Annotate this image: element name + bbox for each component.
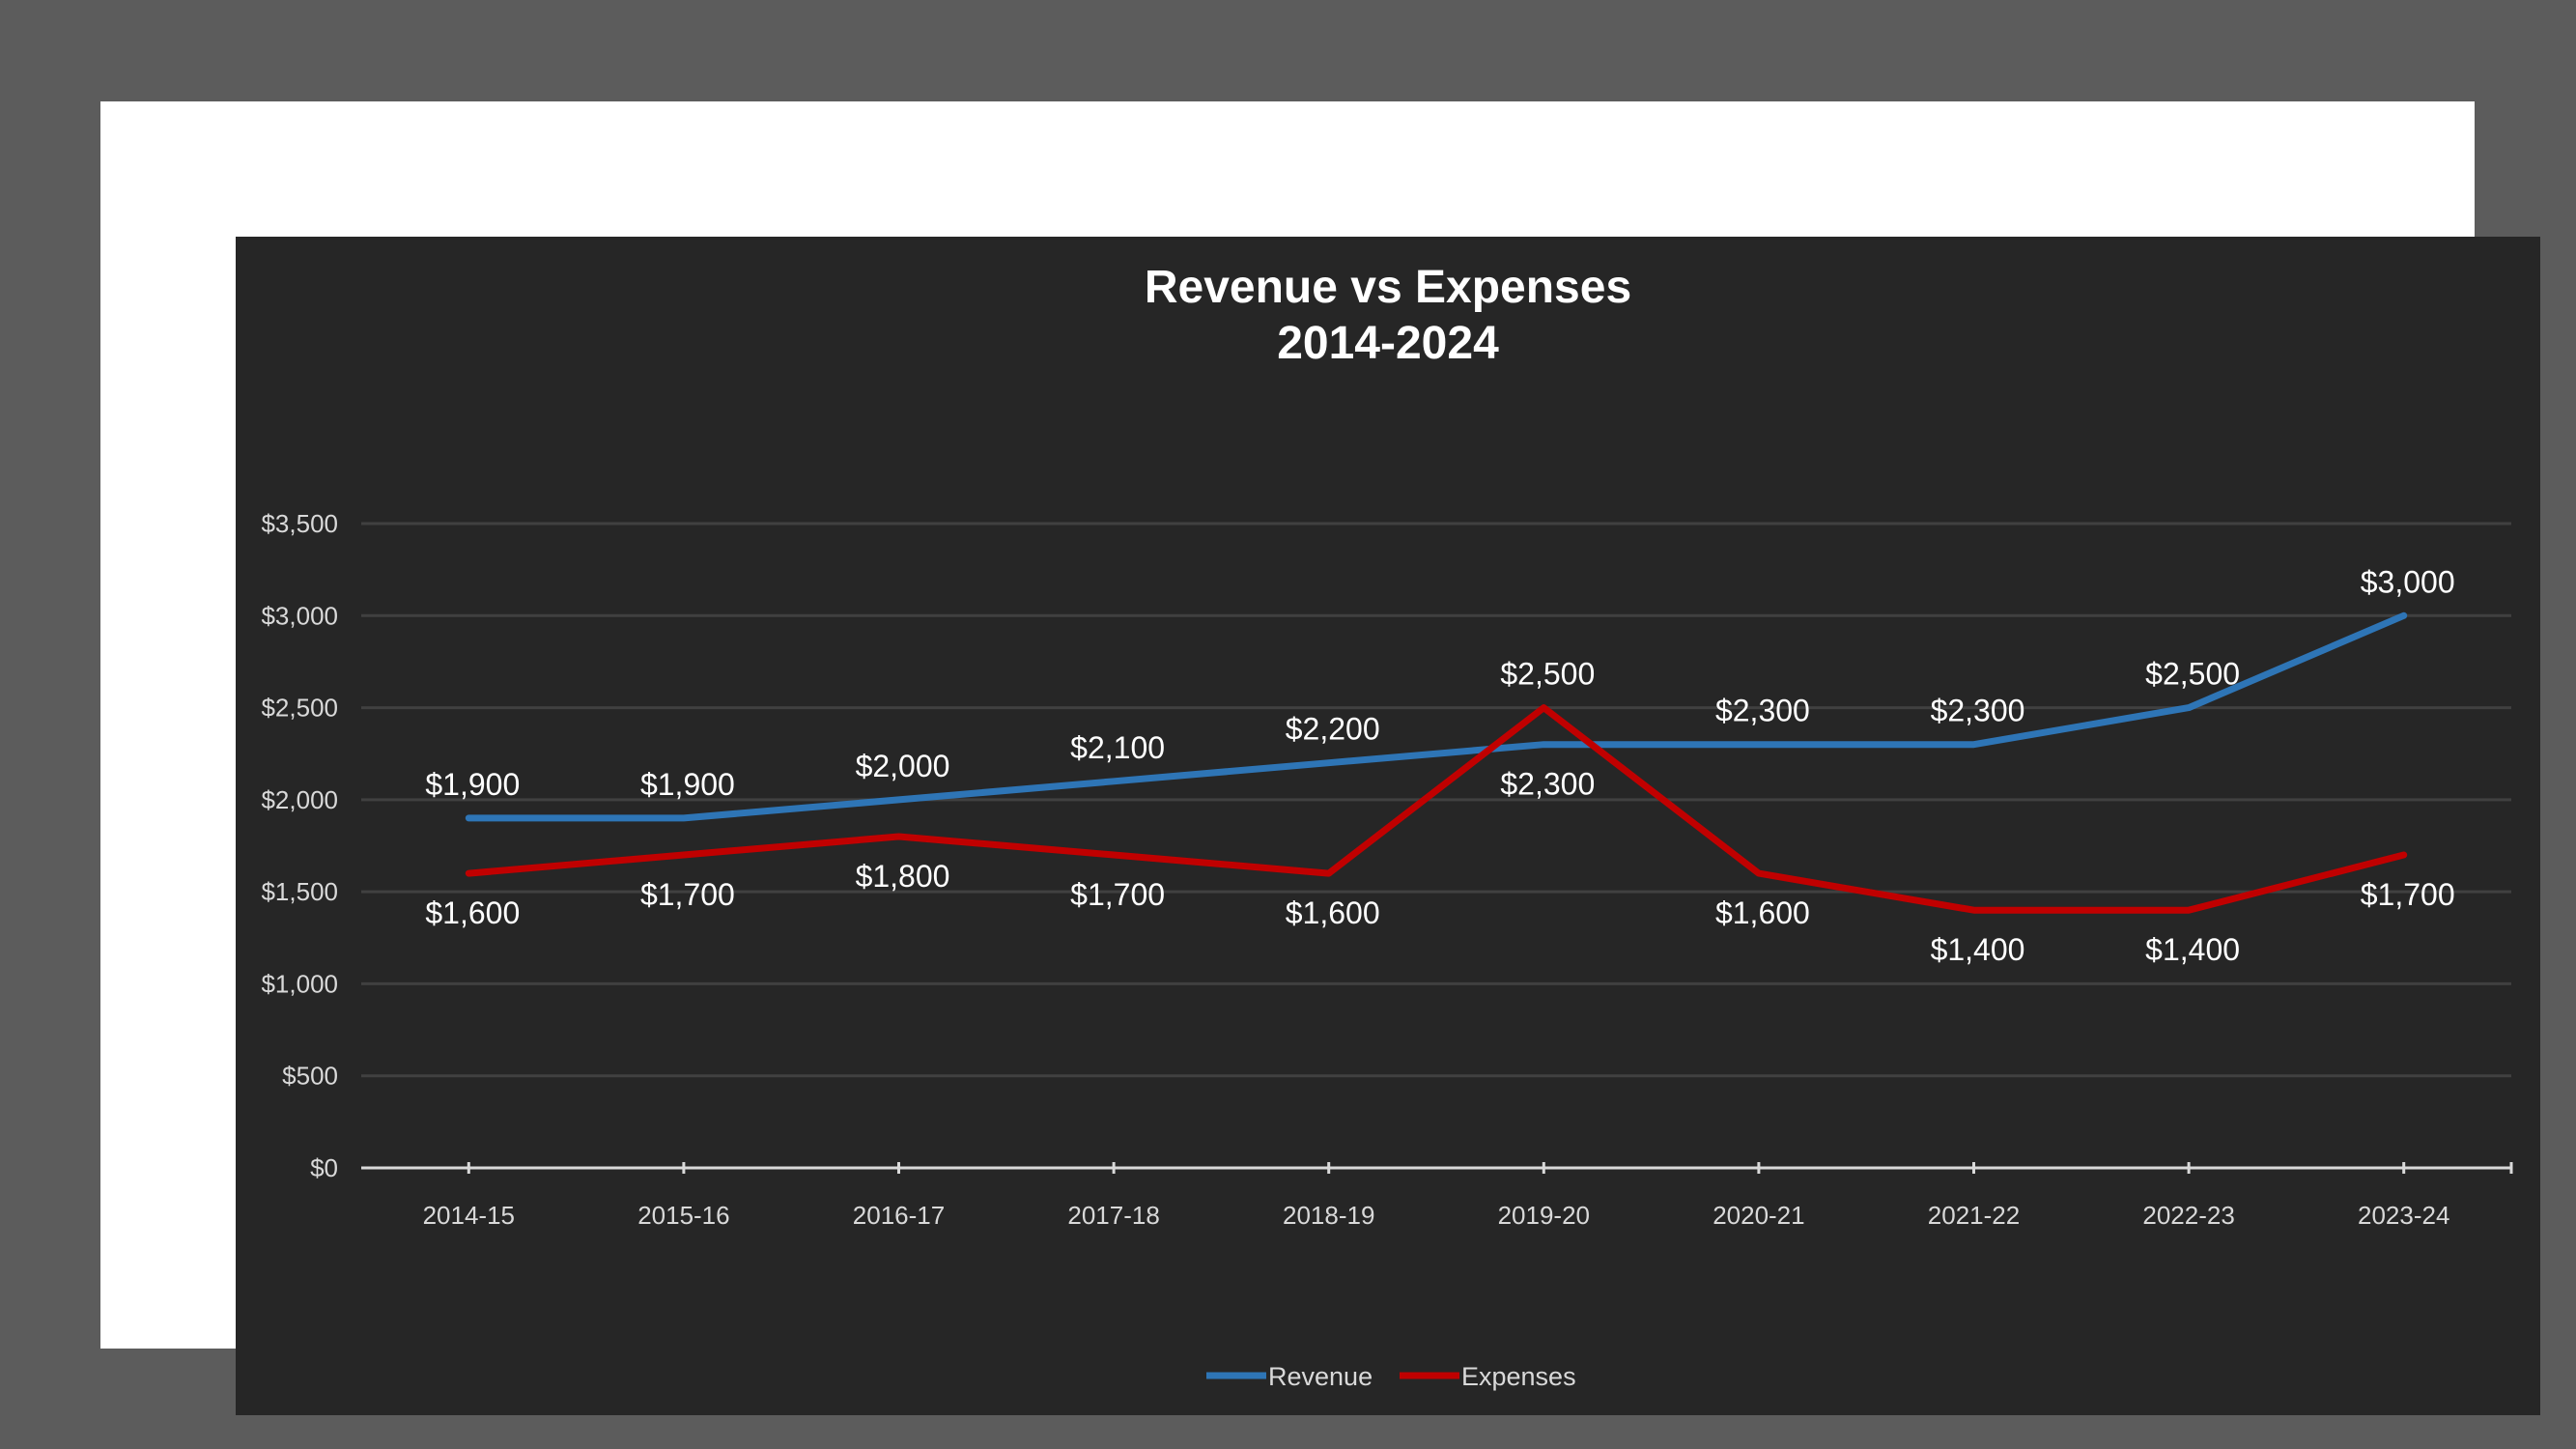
- data-labels: $1,900 $1,900 $2,000 $2,100 $2,200 $2,300 $2,3…: [425, 564, 2454, 967]
- data-label: $2,500: [2145, 657, 2240, 692]
- x-tick-label: 2023-24: [2358, 1201, 2449, 1230]
- y-tick-label: $1,000: [261, 969, 338, 998]
- data-label: $1,700: [2361, 877, 2455, 912]
- y-tick-label: $1,500: [261, 877, 338, 906]
- legend: Revenue Expenses: [1206, 1362, 1576, 1391]
- data-label: $2,000: [856, 749, 950, 783]
- series-lines: [465, 611, 2408, 914]
- data-label: $1,400: [1931, 932, 2025, 967]
- y-axis-tick-labels: $0 $500 $1,000 $1,500 $2,000 $2,500 $3,000 $3,5…: [261, 509, 338, 1182]
- x-tick-label: 2022-23: [2142, 1201, 2234, 1230]
- data-label: $2,100: [1070, 730, 1165, 765]
- y-tick-label: $3,000: [261, 601, 338, 630]
- data-label: $2,300: [1500, 767, 1595, 802]
- data-label: $1,800: [856, 859, 950, 894]
- legend-entry: Expenses: [1461, 1362, 1576, 1391]
- legend-entry: Revenue: [1268, 1362, 1373, 1391]
- x-axis-tick-labels: 2014-15 2015-16 2016-17 2017-18 2018-19 2019-…: [423, 1201, 2450, 1230]
- series-line-expenses: [465, 704, 2408, 914]
- gridlines: [361, 522, 2511, 1078]
- x-tick-label: 2016-17: [853, 1201, 945, 1230]
- data-label: $2,300: [1715, 694, 1810, 728]
- y-tick-label: $3,500: [261, 509, 338, 538]
- line-chart: Revenue vs Expenses 2014-2024 $0 $500 $1,0…: [261, 262, 2513, 1391]
- y-tick-label: $500: [282, 1062, 338, 1091]
- data-label: $1,600: [1715, 895, 1810, 930]
- data-label: $1,400: [2145, 932, 2240, 967]
- x-tick-label: 2017-18: [1067, 1201, 1159, 1230]
- y-tick-label: $2,000: [261, 785, 338, 814]
- y-tick-label: $2,500: [261, 694, 338, 723]
- chart-title: Revenue vs Expenses: [1145, 262, 1631, 313]
- x-tick-label: 2020-21: [1713, 1201, 1804, 1230]
- data-label: $2,200: [1286, 712, 1380, 747]
- data-label: $2,500: [1500, 657, 1595, 692]
- x-tick-label: 2018-19: [1283, 1201, 1374, 1230]
- y-tick-label: $0: [310, 1153, 338, 1182]
- data-label: $1,600: [1286, 895, 1380, 930]
- data-label: $3,000: [2361, 564, 2455, 599]
- series-line-revenue: [465, 611, 2408, 822]
- x-tick-label: 2014-15: [423, 1201, 515, 1230]
- data-label: $1,700: [640, 877, 735, 912]
- data-label: $2,300: [1931, 694, 2025, 728]
- chart-area: Revenue vs Expenses 2014-2024 $0 $500 $1,0…: [236, 237, 2540, 1415]
- chart-frame: Revenue vs Expenses 2014-2024 $0 $500 $1,0…: [100, 101, 2540, 1415]
- chart-subtitle: 2014-2024: [1277, 318, 1499, 369]
- x-tick-label: 2021-22: [1928, 1201, 2020, 1230]
- data-label: $1,900: [640, 767, 735, 802]
- data-label: $1,700: [1070, 877, 1165, 912]
- data-label: $1,600: [425, 895, 520, 930]
- x-tick-label: 2019-20: [1498, 1201, 1590, 1230]
- x-tick-label: 2015-16: [637, 1201, 729, 1230]
- x-axis: [361, 1162, 2513, 1174]
- data-label: $1,900: [425, 767, 520, 802]
